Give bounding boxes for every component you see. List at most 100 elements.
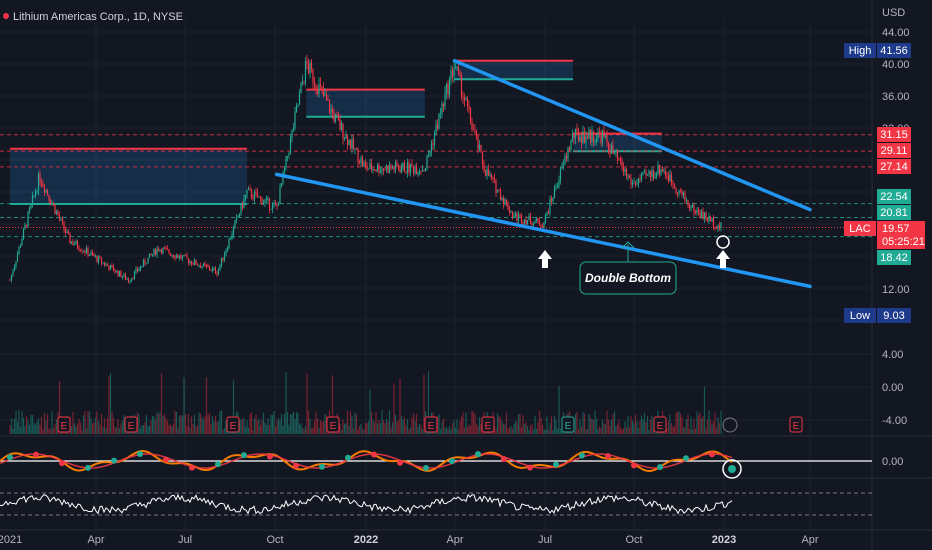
volume-bar <box>460 416 463 434</box>
level-tag <box>877 205 911 220</box>
volume-bar <box>693 418 695 434</box>
candle-body <box>276 204 278 206</box>
candle-body <box>114 271 116 273</box>
up-arrow-icon <box>716 250 730 268</box>
candle-body <box>28 208 31 213</box>
volume-bar <box>580 426 583 434</box>
candle-body <box>402 163 404 169</box>
volume-bar <box>384 423 386 434</box>
candle-body <box>268 197 271 210</box>
level-value: 27.14 <box>880 161 908 173</box>
volume-bar <box>621 429 623 434</box>
volume-bar <box>438 414 440 434</box>
volume-bar <box>685 419 688 434</box>
volume-bar <box>370 411 373 434</box>
volume-bar <box>634 414 637 434</box>
trendline <box>452 59 812 212</box>
price-axis[interactable]: USD 44.00 40.00 36.00 32.00 12.00 High 4… <box>844 7 925 468</box>
volume-bar <box>702 415 704 434</box>
volume-bar <box>367 421 370 434</box>
volume-bar <box>472 411 475 434</box>
candle-body <box>208 266 211 270</box>
candle-body <box>474 130 476 133</box>
time-axis[interactable]: 2021 Apr Jul Oct 2022 Apr Jul Oct 2023 A… <box>0 534 819 546</box>
candle-body <box>160 249 163 254</box>
candle-body <box>108 265 110 270</box>
candle-body <box>351 139 353 149</box>
volume-bar <box>579 419 581 434</box>
volume-bar <box>43 413 46 434</box>
candle-body <box>352 139 355 149</box>
candle-body <box>477 135 479 150</box>
volume-bar <box>144 422 146 434</box>
volume-bar <box>9 425 11 434</box>
volume-bar <box>361 428 364 434</box>
volume-bar <box>31 415 34 434</box>
candle-body <box>546 212 548 215</box>
volume-bar <box>141 425 143 434</box>
volume-bar <box>198 412 200 434</box>
osc-signal-dot <box>345 454 351 461</box>
candle-body <box>456 66 458 69</box>
candle-body <box>685 200 688 201</box>
volume-bar <box>255 414 257 434</box>
volume-bar <box>648 429 650 434</box>
candle-body <box>625 168 628 177</box>
candle-body <box>46 189 49 195</box>
candle-body <box>286 155 289 157</box>
candlesticks <box>9 55 722 284</box>
candle-body <box>324 94 326 96</box>
candle-body <box>463 97 466 101</box>
level-value: 18.42 <box>880 252 908 264</box>
candle-body <box>27 212 29 227</box>
candle-body <box>484 171 487 176</box>
candle-body <box>192 264 194 265</box>
volume-bar <box>510 426 512 434</box>
volume-bar <box>282 425 284 434</box>
volume-bar <box>505 412 508 434</box>
candle-body <box>109 265 112 270</box>
candle-body <box>43 186 46 193</box>
candle-body <box>652 170 655 178</box>
candle-body <box>441 103 443 114</box>
volume-bar <box>181 415 184 434</box>
volume-bar <box>52 428 55 434</box>
candle-body <box>259 196 262 198</box>
volume-bar <box>111 411 113 434</box>
candle-body <box>580 136 583 143</box>
symbol-label: LAC <box>849 223 870 235</box>
volume-bar <box>139 428 142 434</box>
candle-body <box>163 247 166 249</box>
high-value: 41.56 <box>880 45 908 57</box>
earnings-marker-label: E <box>128 421 135 432</box>
volume-bar <box>705 428 707 434</box>
candle-body <box>79 250 82 251</box>
osc-signal-dot <box>163 456 169 463</box>
volume-bar <box>423 374 425 434</box>
volume-bar <box>387 421 389 434</box>
candle-body <box>130 278 133 281</box>
candle-body <box>544 214 547 223</box>
volume-bar <box>118 428 121 434</box>
volume-bar <box>28 424 31 434</box>
candle-body <box>220 257 223 266</box>
candle-body <box>529 215 532 224</box>
volume-bar <box>346 410 349 434</box>
time-label: Apr <box>446 534 463 546</box>
candle-body <box>378 165 380 173</box>
candle-body <box>409 163 412 173</box>
volume-bar <box>100 413 103 434</box>
candle-body <box>373 169 376 171</box>
level-tag <box>877 189 911 204</box>
candle-body <box>600 134 602 144</box>
volume-bar <box>159 411 161 434</box>
volume-bar <box>319 420 322 434</box>
candle-body <box>262 202 265 205</box>
candle-body <box>60 218 62 220</box>
candle-body <box>112 266 115 272</box>
double-bottom-callout[interactable]: Double Bottom <box>579 241 677 295</box>
volume-bar <box>465 412 467 434</box>
volume-bar <box>364 422 367 434</box>
candle-body <box>418 170 421 173</box>
